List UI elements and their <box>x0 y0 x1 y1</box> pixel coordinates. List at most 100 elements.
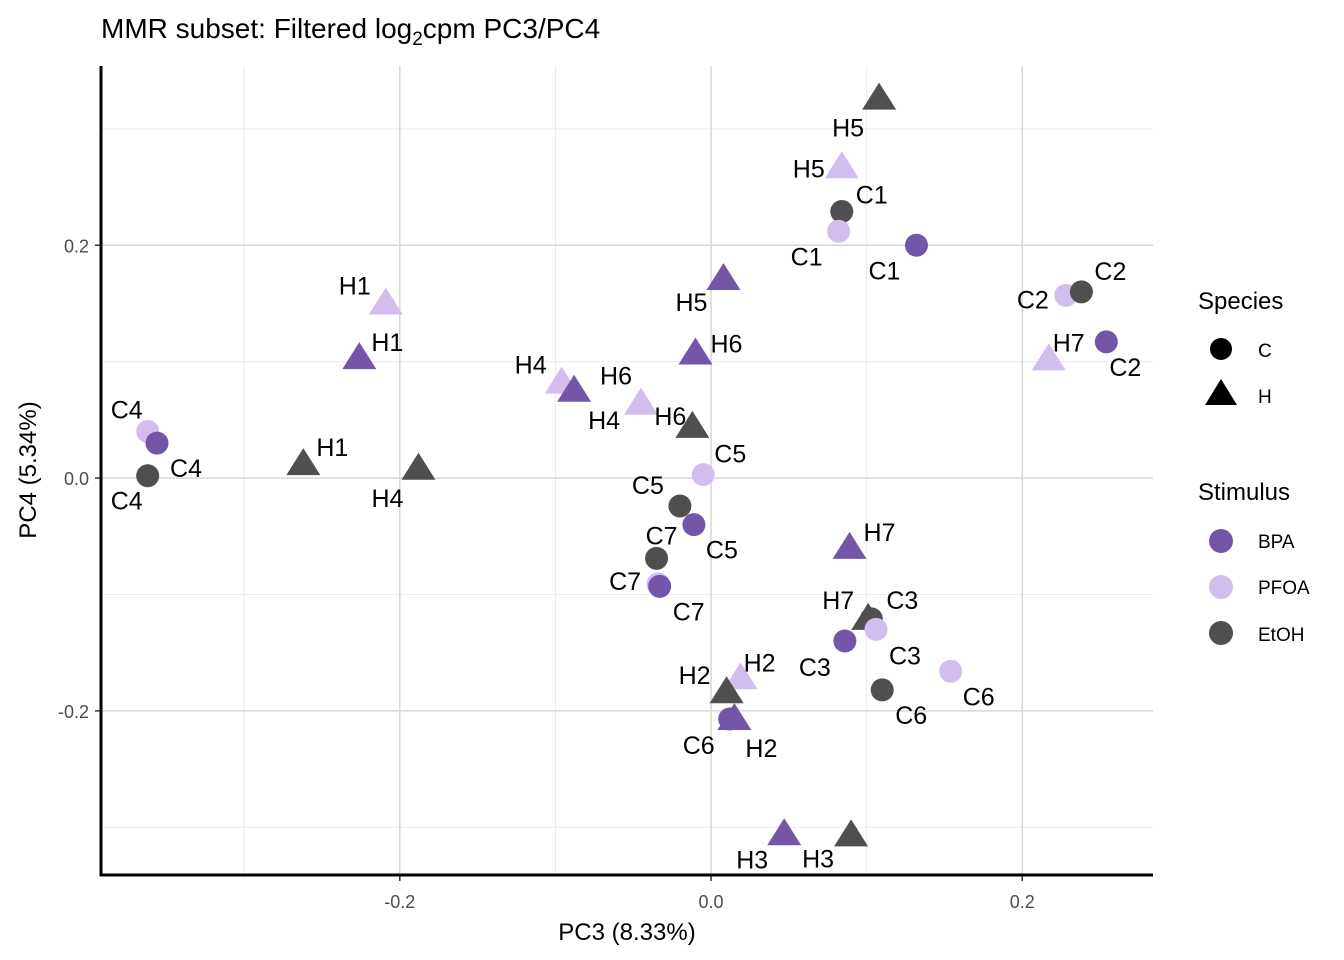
grid <box>101 66 1153 875</box>
point-circle-etoh <box>1069 280 1093 304</box>
x-tick-label: -0.2 <box>384 892 415 912</box>
point-label: C3 <box>889 642 921 670</box>
point-label: C3 <box>799 654 831 682</box>
point-label: C7 <box>646 522 678 550</box>
point-label: H4 <box>588 407 620 435</box>
point-label: C1 <box>791 243 823 271</box>
legend-stimulus-bpa: BPA <box>1258 532 1295 553</box>
point-triangle-bpa <box>342 342 377 370</box>
point-label: H1 <box>316 434 348 462</box>
point-label: H6 <box>654 403 686 431</box>
point-label: H5 <box>676 289 708 317</box>
point-label: C6 <box>895 702 927 730</box>
point-circle-bpa <box>833 629 857 653</box>
point-label: H6 <box>600 363 632 391</box>
point-circle-pfoa <box>939 659 963 683</box>
point-triangle-bpa <box>678 337 713 365</box>
point-triangle-pfoa <box>723 662 758 690</box>
point-label: C3 <box>886 587 918 615</box>
point-label: H7 <box>1053 329 1085 357</box>
legend-stimulus-etoh: EtOH <box>1258 625 1304 646</box>
point-circle-etoh <box>830 200 854 224</box>
point-circle-bpa <box>145 431 169 455</box>
point-circle-bpa <box>1094 330 1118 354</box>
plot-panel <box>101 66 1153 875</box>
point-label: C4 <box>111 397 143 425</box>
point-label: H7 <box>864 519 896 547</box>
point-triangle-etoh <box>401 452 436 480</box>
point-triangle-bpa <box>557 374 592 402</box>
point-label: H3 <box>802 845 834 873</box>
legend-bpa-swatch <box>1209 529 1233 553</box>
point-label: C2 <box>1017 286 1049 314</box>
point-triangle-bpa <box>767 818 802 846</box>
point-circle-pfoa <box>827 219 851 243</box>
point-label: C1 <box>856 182 888 210</box>
y-tick-label: -0.2 <box>58 702 89 722</box>
x-axis-title: PC3 (8.33%) <box>558 919 695 946</box>
point-triangle-bpa <box>832 531 867 559</box>
point-triangle-etoh <box>675 410 710 438</box>
legend-stimulus-title: Stimulus <box>1198 479 1290 506</box>
point-label: H2 <box>745 735 777 763</box>
point-triangle-bpa <box>706 263 741 291</box>
tick-labels: -0.2 0.0 0.2 -0.2 0.0 0.2 <box>58 236 1035 912</box>
legend: Species C H Stimulus BPA PFOA EtOH <box>1198 288 1310 646</box>
point-label: C4 <box>111 488 143 516</box>
legend-pfoa-swatch <box>1209 575 1233 599</box>
point-triangle-etoh <box>834 819 869 847</box>
point-circle-bpa <box>648 574 672 598</box>
point-label: C6 <box>683 732 715 760</box>
point-triangle-pfoa <box>368 287 403 315</box>
point-label: H1 <box>339 272 371 300</box>
x-tick-label: 0.0 <box>699 892 724 912</box>
point-label: C1 <box>868 257 900 285</box>
y-tick-label: 0.2 <box>64 236 89 256</box>
point-label: H5 <box>793 155 825 183</box>
point-label: C6 <box>963 683 995 711</box>
point-label: C7 <box>673 598 705 626</box>
point-triangle-etoh <box>862 82 897 110</box>
point-circle-bpa <box>682 513 706 537</box>
legend-species-h: H <box>1258 387 1272 408</box>
point-triangle-pfoa <box>824 151 859 179</box>
y-tick-label: 0.0 <box>64 469 89 489</box>
point-label: H5 <box>832 115 864 143</box>
point-triangle-etoh <box>709 676 744 704</box>
point-label: C4 <box>170 455 202 483</box>
point-circle-etoh <box>136 464 160 488</box>
point-triangle-pfoa <box>1031 343 1066 371</box>
point-label: C5 <box>714 441 746 469</box>
point-circle-pfoa <box>691 463 715 487</box>
point-circle-bpa <box>718 707 742 731</box>
point-circle-bpa <box>904 233 928 257</box>
legend-species-c: C <box>1258 341 1272 362</box>
point-label: H2 <box>679 662 711 690</box>
point-label: H7 <box>822 587 854 615</box>
point-circle-etoh <box>668 494 692 518</box>
point-label: H2 <box>744 649 776 677</box>
point-triangle-etoh <box>286 448 321 476</box>
x-tick-label: 0.2 <box>1010 892 1035 912</box>
legend-species-title: Species <box>1198 288 1283 315</box>
point-label: H1 <box>371 329 403 357</box>
data-points <box>136 82 1118 847</box>
point-circle-etoh <box>645 546 669 570</box>
point-label: C5 <box>632 472 664 500</box>
point-label: H3 <box>736 846 768 874</box>
point-label: C7 <box>609 568 641 596</box>
point-label: H4 <box>515 352 547 380</box>
point-label: C2 <box>1109 354 1141 382</box>
chart-title: MMR subset: Filtered log2cpm PC3/PC4 <box>101 13 600 50</box>
y-axis-title: PC4 (5.34%) <box>15 401 42 538</box>
point-label: H4 <box>371 485 403 513</box>
legend-circle-icon <box>1210 338 1232 360</box>
legend-stimulus-pfoa: PFOA <box>1258 578 1310 599</box>
point-circle-etoh <box>870 678 894 702</box>
point-circle-pfoa <box>864 617 888 641</box>
point-triangle-pfoa <box>624 387 659 415</box>
point-label: H6 <box>710 331 742 359</box>
point-label: C2 <box>1094 258 1126 286</box>
